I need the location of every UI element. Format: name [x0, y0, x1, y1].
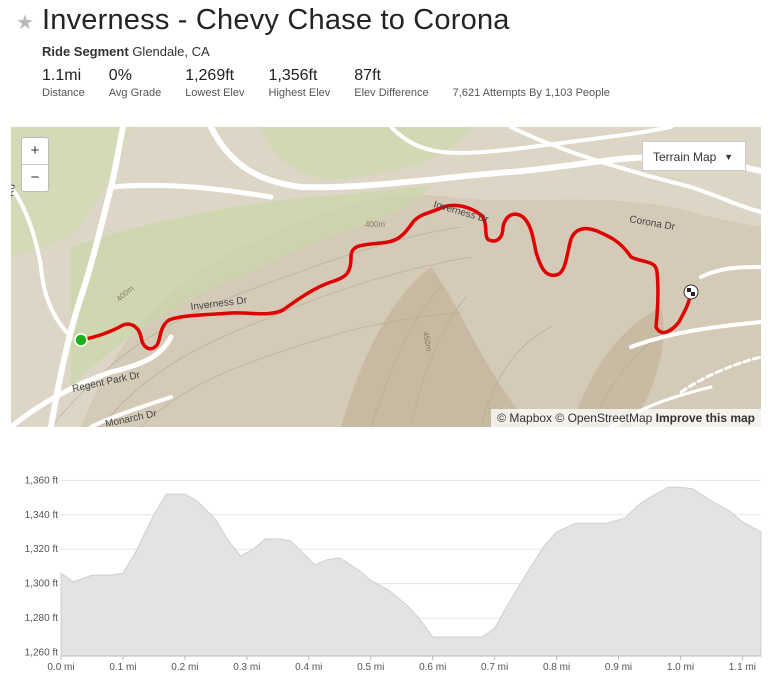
- y-tick-label: 1,320 ft: [25, 544, 59, 555]
- x-tick-label: 0.3 mi: [233, 662, 260, 673]
- osm-link[interactable]: © OpenStreetMap: [555, 411, 653, 425]
- stat-value: 1,269ft: [185, 67, 235, 84]
- stat-lowest-elev: 1,269ft Lowest Elev: [185, 66, 244, 99]
- x-tick-label: 0.2 mi: [171, 662, 198, 673]
- green-area: [71, 185, 431, 387]
- x-tick-label: 0.6 mi: [419, 662, 446, 673]
- star-icon[interactable]: ★: [16, 12, 34, 34]
- segment-map[interactable]: Inverness Dr Inverness Dr Corona Dr Rege…: [11, 127, 761, 427]
- segment-type: Ride Segment: [42, 44, 129, 59]
- y-tick-label: 1,300 ft: [25, 579, 59, 590]
- segment-location: Glendale, CA: [132, 44, 210, 59]
- terrain-map-dropdown[interactable]: Terrain Map ▼: [642, 141, 746, 171]
- x-tick-label: 0.7 mi: [481, 662, 508, 673]
- y-tick-label: 1,280 ft: [25, 613, 59, 624]
- x-axis: 0.0 mi 0.1 mi 0.2 mi 0.3 mi 0.4 mi 0.5 mi 0.6 …: [47, 655, 761, 673]
- zoom-in-button[interactable]: +: [30, 142, 40, 159]
- elevation-chart[interactable]: 1,260 ft 1,280 ft 1,300 ft 1,320 ft 1,340 ft…: [0, 440, 775, 699]
- segment-route: [79, 203, 693, 351]
- stats-row: 1.1mi Distance 0% Avg Grade 1,269ft Lowe…: [42, 66, 610, 99]
- contour-label: 450m: [421, 331, 433, 353]
- attempts-count: 7,621 Attempts By 1,103 People: [452, 87, 610, 99]
- x-tick-label: 1.0 mi: [667, 662, 694, 673]
- start-marker: [74, 333, 88, 347]
- stat-avg-grade: 0% Avg Grade: [109, 66, 161, 99]
- stat-value: 0%: [108, 67, 132, 84]
- stat-value: 1.1mi: [42, 67, 82, 84]
- contour-lines: [50, 226, 672, 427]
- caret-down-icon: ▼: [724, 152, 733, 162]
- x-tick-label: 0.0 mi: [47, 662, 74, 673]
- y-tick-label: 1,260 ft: [25, 648, 59, 659]
- stat-elev-difference: 87ft Elev Difference: [354, 66, 428, 99]
- elevation-area: [60, 486, 762, 657]
- mapbox-link[interactable]: © Mapbox: [497, 411, 553, 425]
- stat-value: 1,356ft: [268, 67, 318, 84]
- segment-title: Inverness - Chevy Chase to Corona: [42, 4, 510, 36]
- zoom-out-button[interactable]: −: [22, 164, 48, 191]
- x-tick-label: 0.8 mi: [543, 662, 570, 673]
- improve-map-link[interactable]: Improve this map: [655, 411, 755, 425]
- stat-label: Distance: [42, 87, 85, 99]
- x-tick-label: 1.1 mi: [729, 662, 756, 673]
- stat-value: 87ft: [354, 67, 381, 84]
- map-attribution: © Mapbox © OpenStreetMap Improve this ma…: [491, 409, 761, 427]
- y-tick-label: 1,340 ft: [25, 510, 59, 521]
- stat-label: Highest Elev: [268, 87, 331, 99]
- y-tick-label: 1,360 ft: [25, 475, 59, 486]
- stat-label: Avg Grade: [108, 87, 162, 99]
- segment-subtitle: Ride Segment Glendale, CA: [42, 44, 210, 59]
- ridge-shading: [571, 307, 664, 427]
- stat-label: Elev Difference: [354, 87, 429, 99]
- stat-label: Lowest Elev: [185, 87, 245, 99]
- y-axis: 1,260 ft 1,280 ft 1,300 ft 1,320 ft 1,340 ft…: [25, 475, 59, 658]
- zoom-control: + −: [21, 137, 49, 192]
- map-canvas[interactable]: Inverness Dr Inverness Dr Corona Dr Rege…: [11, 127, 761, 427]
- terrain-map-label: Terrain Map: [653, 150, 717, 164]
- x-tick-label: 0.9 mi: [605, 662, 632, 673]
- stat-highest-elev: 1,356ft Highest Elev: [269, 66, 331, 99]
- x-tick-label: 0.5 mi: [357, 662, 384, 673]
- stat-distance: 1.1mi Distance: [42, 66, 85, 99]
- x-tick-label: 0.4 mi: [295, 662, 322, 673]
- street-label: Rd: [11, 183, 18, 197]
- contour-label: 400m: [365, 220, 385, 229]
- x-tick-label: 0.1 mi: [109, 662, 136, 673]
- finish-flag-icon: [683, 284, 699, 300]
- green-area: [261, 127, 471, 180]
